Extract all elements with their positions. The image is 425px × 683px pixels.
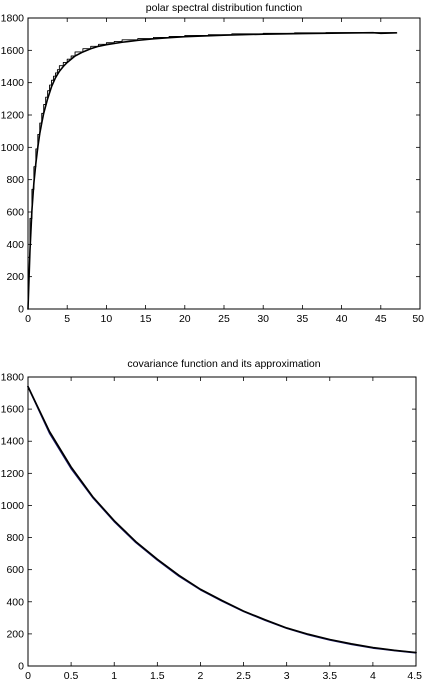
x-tick-label: 40 xyxy=(336,313,348,325)
y-tick-label: 1600 xyxy=(1,404,25,416)
y-tick-label: 600 xyxy=(6,207,24,219)
y-tick-label: 1000 xyxy=(1,142,25,154)
x-tick-label: 4 xyxy=(370,670,376,682)
y-tick-label: 200 xyxy=(6,271,24,283)
x-tick-label: 30 xyxy=(257,313,269,325)
plot-area xyxy=(27,376,417,667)
x-tick-label: 0 xyxy=(25,313,31,325)
x-tick-label: 3.5 xyxy=(322,670,337,682)
covariance-chart: covariance function and its approximatio… xyxy=(1,358,423,682)
x-tick-label: 10 xyxy=(101,313,113,325)
series-line-1 xyxy=(27,385,417,654)
y-tick-label: 400 xyxy=(6,239,24,251)
chart-title: polar spectral distribution function xyxy=(146,2,303,14)
y-tick-label: 0 xyxy=(18,304,24,316)
x-tick-label: 15 xyxy=(140,313,152,325)
x-tick-label: 0.5 xyxy=(64,670,79,682)
x-tick-label: 3 xyxy=(284,670,290,682)
series-layer xyxy=(27,385,417,654)
series-layer xyxy=(27,31,398,310)
x-tick-label: 2.5 xyxy=(236,670,251,682)
series-line-1 xyxy=(27,32,397,310)
x-tick-label: 1 xyxy=(111,670,117,682)
x-tick-label: 25 xyxy=(218,313,230,325)
y-tick-label: 1400 xyxy=(1,436,25,448)
tick-layer: 0 0.5 1 1.5 2 2.5 3 3.5 4 4.5 0 200 400 600 800 1000 120… xyxy=(1,372,423,683)
y-tick-label: 800 xyxy=(6,174,24,186)
x-tick-label: 35 xyxy=(297,313,309,325)
x-tick-label: 45 xyxy=(375,313,387,325)
y-tick-label: 1000 xyxy=(1,500,25,512)
y-tick-label: 800 xyxy=(6,532,24,544)
y-tick-label: 600 xyxy=(6,564,24,576)
x-tick-label: 50 xyxy=(412,313,424,325)
y-tick-label: 1400 xyxy=(1,77,25,89)
series-line-2 xyxy=(27,31,398,310)
y-tick-label: 400 xyxy=(6,596,24,608)
plot-area xyxy=(27,17,421,310)
series-line-2 xyxy=(27,385,417,654)
y-tick-label: 200 xyxy=(6,628,24,640)
x-tick-label: 0 xyxy=(25,670,31,682)
tick-layer: 0 5 10 15 20 25 30 35 40 45 50 0 200 400 600 800 1000 120… xyxy=(1,13,425,326)
x-tick-label: 2 xyxy=(198,670,204,682)
y-tick-label: 1800 xyxy=(1,372,25,384)
x-tick-label: 5 xyxy=(64,313,70,325)
y-tick-label: 1200 xyxy=(1,110,25,122)
x-tick-label: 20 xyxy=(179,313,191,325)
y-tick-label: 1200 xyxy=(1,468,25,480)
y-tick-label: 1600 xyxy=(1,45,25,57)
chart-title: covariance function and its approximatio… xyxy=(127,358,320,370)
y-tick-label: 1800 xyxy=(1,13,25,25)
x-tick-label: 1.5 xyxy=(150,670,165,682)
x-tick-label: 4.5 xyxy=(407,670,422,682)
y-tick-label: 0 xyxy=(18,661,24,673)
spectral-distribution-chart: polar spectral distribution function 0 5 1… xyxy=(1,2,425,325)
